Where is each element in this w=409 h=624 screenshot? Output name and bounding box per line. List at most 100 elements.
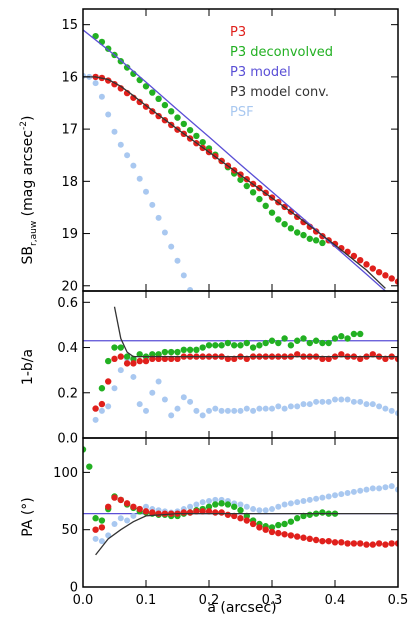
point-p3 xyxy=(369,265,376,272)
point-psf xyxy=(237,501,244,508)
point-psf xyxy=(287,500,294,507)
point-p3-deconvolved xyxy=(306,339,313,347)
point-p3 xyxy=(231,512,238,520)
point-psf xyxy=(149,389,156,396)
point-p3-deconvolved xyxy=(142,83,150,90)
point-p3-deconvolved xyxy=(123,353,131,360)
point-p3 xyxy=(123,360,131,367)
legend-p3-model-conv: P3 model conv. xyxy=(230,85,329,100)
point-psf xyxy=(130,512,137,519)
point-p3-deconvolved xyxy=(86,463,93,470)
legend-p3-model: P3 model xyxy=(230,65,291,80)
point-p3-deconvolved xyxy=(249,189,257,196)
plot-area-bottom xyxy=(83,446,398,556)
point-psf xyxy=(319,398,326,405)
point-p3 xyxy=(275,529,282,537)
point-psf xyxy=(98,407,105,414)
point-psf xyxy=(269,405,275,412)
point-psf xyxy=(388,483,395,490)
point-psf xyxy=(369,401,376,408)
top-ylabel: SBr,auw (mag arcsec-2) xyxy=(19,116,39,265)
point-psf xyxy=(357,398,364,405)
point-psf xyxy=(92,416,99,423)
point-p3-deconvolved xyxy=(325,339,332,347)
panel-top: 15 16 17 18 19 20 xyxy=(61,8,399,294)
point-p3-deconvolved xyxy=(312,237,320,244)
point-p3 xyxy=(357,540,364,547)
panel-bottom: 0 50 100 0.0 0.1 0.2 0.3 0.4 0.5 xyxy=(53,437,408,608)
point-psf xyxy=(325,493,332,500)
y-tick-label: 100 xyxy=(53,466,78,481)
point-p3-deconvolved xyxy=(319,339,326,347)
point-p3-deconvolved xyxy=(287,342,295,349)
point-p3-deconvolved xyxy=(287,225,295,232)
point-psf xyxy=(275,503,282,510)
point-psf xyxy=(105,532,112,539)
point-psf xyxy=(382,405,389,412)
point-psf xyxy=(180,272,187,279)
x-tick-label: 0.0 xyxy=(73,593,94,608)
point-p3 xyxy=(363,261,370,268)
point-p3-deconvolved xyxy=(149,351,156,358)
point-p3 xyxy=(212,509,219,516)
point-p3 xyxy=(294,351,301,358)
x-tick-label: 0.3 xyxy=(262,593,283,608)
point-p3-deconvolved xyxy=(262,202,269,210)
point-psf xyxy=(363,486,370,493)
line-p3-model xyxy=(83,29,386,291)
point-psf xyxy=(130,373,137,380)
point-p3 xyxy=(262,526,269,533)
point-p3 xyxy=(136,98,143,106)
point-p3-deconvolved xyxy=(92,32,99,40)
point-p3-deconvolved xyxy=(161,101,169,109)
point-p3-deconvolved xyxy=(319,239,326,247)
point-psf xyxy=(388,407,395,414)
point-p3-deconvolved xyxy=(186,346,194,353)
xlabel: a (arcsec) xyxy=(207,600,276,616)
point-psf xyxy=(136,175,143,182)
point-p3 xyxy=(98,524,106,531)
point-p3 xyxy=(357,256,364,264)
y-tick-label: 17 xyxy=(61,123,78,138)
point-p3-deconvolved xyxy=(155,351,162,358)
point-psf xyxy=(136,401,143,408)
point-p3-deconvolved xyxy=(249,344,257,351)
point-psf xyxy=(350,398,357,405)
point-psf xyxy=(168,412,175,419)
point-p3 xyxy=(249,520,257,528)
point-psf xyxy=(130,162,137,169)
point-p3-deconvolved xyxy=(268,209,276,216)
point-p3 xyxy=(375,540,383,547)
point-p3-deconvolved xyxy=(294,229,301,236)
point-psf xyxy=(187,398,194,405)
point-psf xyxy=(325,398,332,405)
point-p3-deconvolved xyxy=(319,509,326,516)
point-psf xyxy=(243,503,250,510)
point-p3 xyxy=(382,541,389,548)
point-psf xyxy=(363,401,370,408)
point-p3-deconvolved xyxy=(205,342,213,349)
point-p3 xyxy=(287,532,295,539)
point-psf xyxy=(313,495,320,502)
point-p3-deconvolved xyxy=(224,339,232,347)
point-psf xyxy=(111,520,118,527)
point-p3-deconvolved xyxy=(199,344,206,351)
y-tick-label: 20 xyxy=(61,279,78,294)
point-psf xyxy=(306,401,313,408)
point-p3-deconvolved xyxy=(300,231,307,239)
point-p3-deconvolved xyxy=(237,342,244,349)
point-p3-deconvolved xyxy=(357,330,364,338)
point-p3 xyxy=(388,275,395,282)
point-psf xyxy=(218,407,225,414)
bottom-ylabel: PA (°) xyxy=(20,497,36,537)
point-p3 xyxy=(300,534,307,541)
point-p3-deconvolved xyxy=(174,348,181,356)
point-p3 xyxy=(338,351,345,358)
point-psf xyxy=(294,499,301,506)
x-tick-label: 0.1 xyxy=(136,593,157,608)
point-p3 xyxy=(142,357,150,365)
point-p3-deconvolved xyxy=(350,330,358,338)
point-p3-deconvolved xyxy=(199,138,206,146)
point-p3-deconvolved xyxy=(111,344,118,351)
